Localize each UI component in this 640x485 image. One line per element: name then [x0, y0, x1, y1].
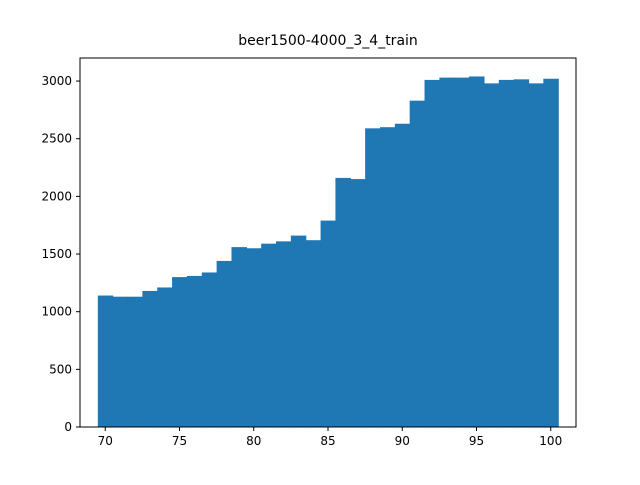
histogram-bar — [409, 100, 426, 428]
histogram-bar — [469, 76, 485, 427]
y-tick-label: 0 — [64, 420, 72, 434]
x-tick-label: 80 — [246, 434, 261, 448]
histogram-bar — [365, 128, 381, 427]
histogram-bar — [276, 241, 292, 427]
histogram-bar — [290, 235, 307, 427]
bars-group — [97, 76, 559, 428]
histogram-bar — [350, 179, 366, 427]
histogram-bar — [231, 247, 247, 427]
histogram-bar — [498, 79, 515, 428]
histogram-bar — [379, 127, 396, 427]
y-tick-label: 500 — [49, 362, 72, 376]
histogram-bar — [112, 296, 129, 427]
x-tick-label: 85 — [320, 434, 335, 448]
histogram-bar — [513, 79, 530, 427]
histogram-bar — [305, 240, 322, 427]
y-tick-label: 1000 — [41, 305, 72, 319]
y-tick-label: 3000 — [41, 74, 72, 88]
histogram-bar — [528, 83, 544, 428]
y-tick-label: 1500 — [41, 247, 72, 261]
histogram-bar — [246, 248, 262, 427]
histogram-bar — [172, 277, 188, 427]
histogram-bar — [216, 260, 233, 427]
histogram-bar — [335, 177, 351, 427]
y-tick-label: 2000 — [41, 189, 72, 203]
histogram-bar — [142, 290, 158, 427]
histogram-bar — [261, 243, 277, 427]
histogram-bar — [543, 78, 559, 427]
histogram-bar — [186, 275, 203, 427]
histogram-bar — [320, 220, 337, 427]
histogram-bar — [454, 77, 470, 428]
x-tick-label: 75 — [172, 434, 187, 448]
histogram-bar — [439, 77, 455, 428]
x-tick-label: 100 — [539, 434, 562, 448]
x-tick-label: 90 — [395, 434, 410, 448]
histogram-bar — [201, 272, 218, 427]
y-tick-label: 2500 — [41, 132, 72, 146]
x-tick-label: 95 — [469, 434, 484, 448]
x-tick-label: 70 — [98, 434, 113, 448]
histogram-bar — [97, 295, 114, 427]
histogram-bar — [394, 123, 411, 428]
histogram-bar — [424, 79, 440, 428]
chart-title: beer1500-4000_3_4_train — [238, 33, 418, 49]
histogram-bar — [483, 83, 500, 428]
histogram-bar — [157, 287, 173, 427]
histogram-bar — [127, 296, 143, 427]
